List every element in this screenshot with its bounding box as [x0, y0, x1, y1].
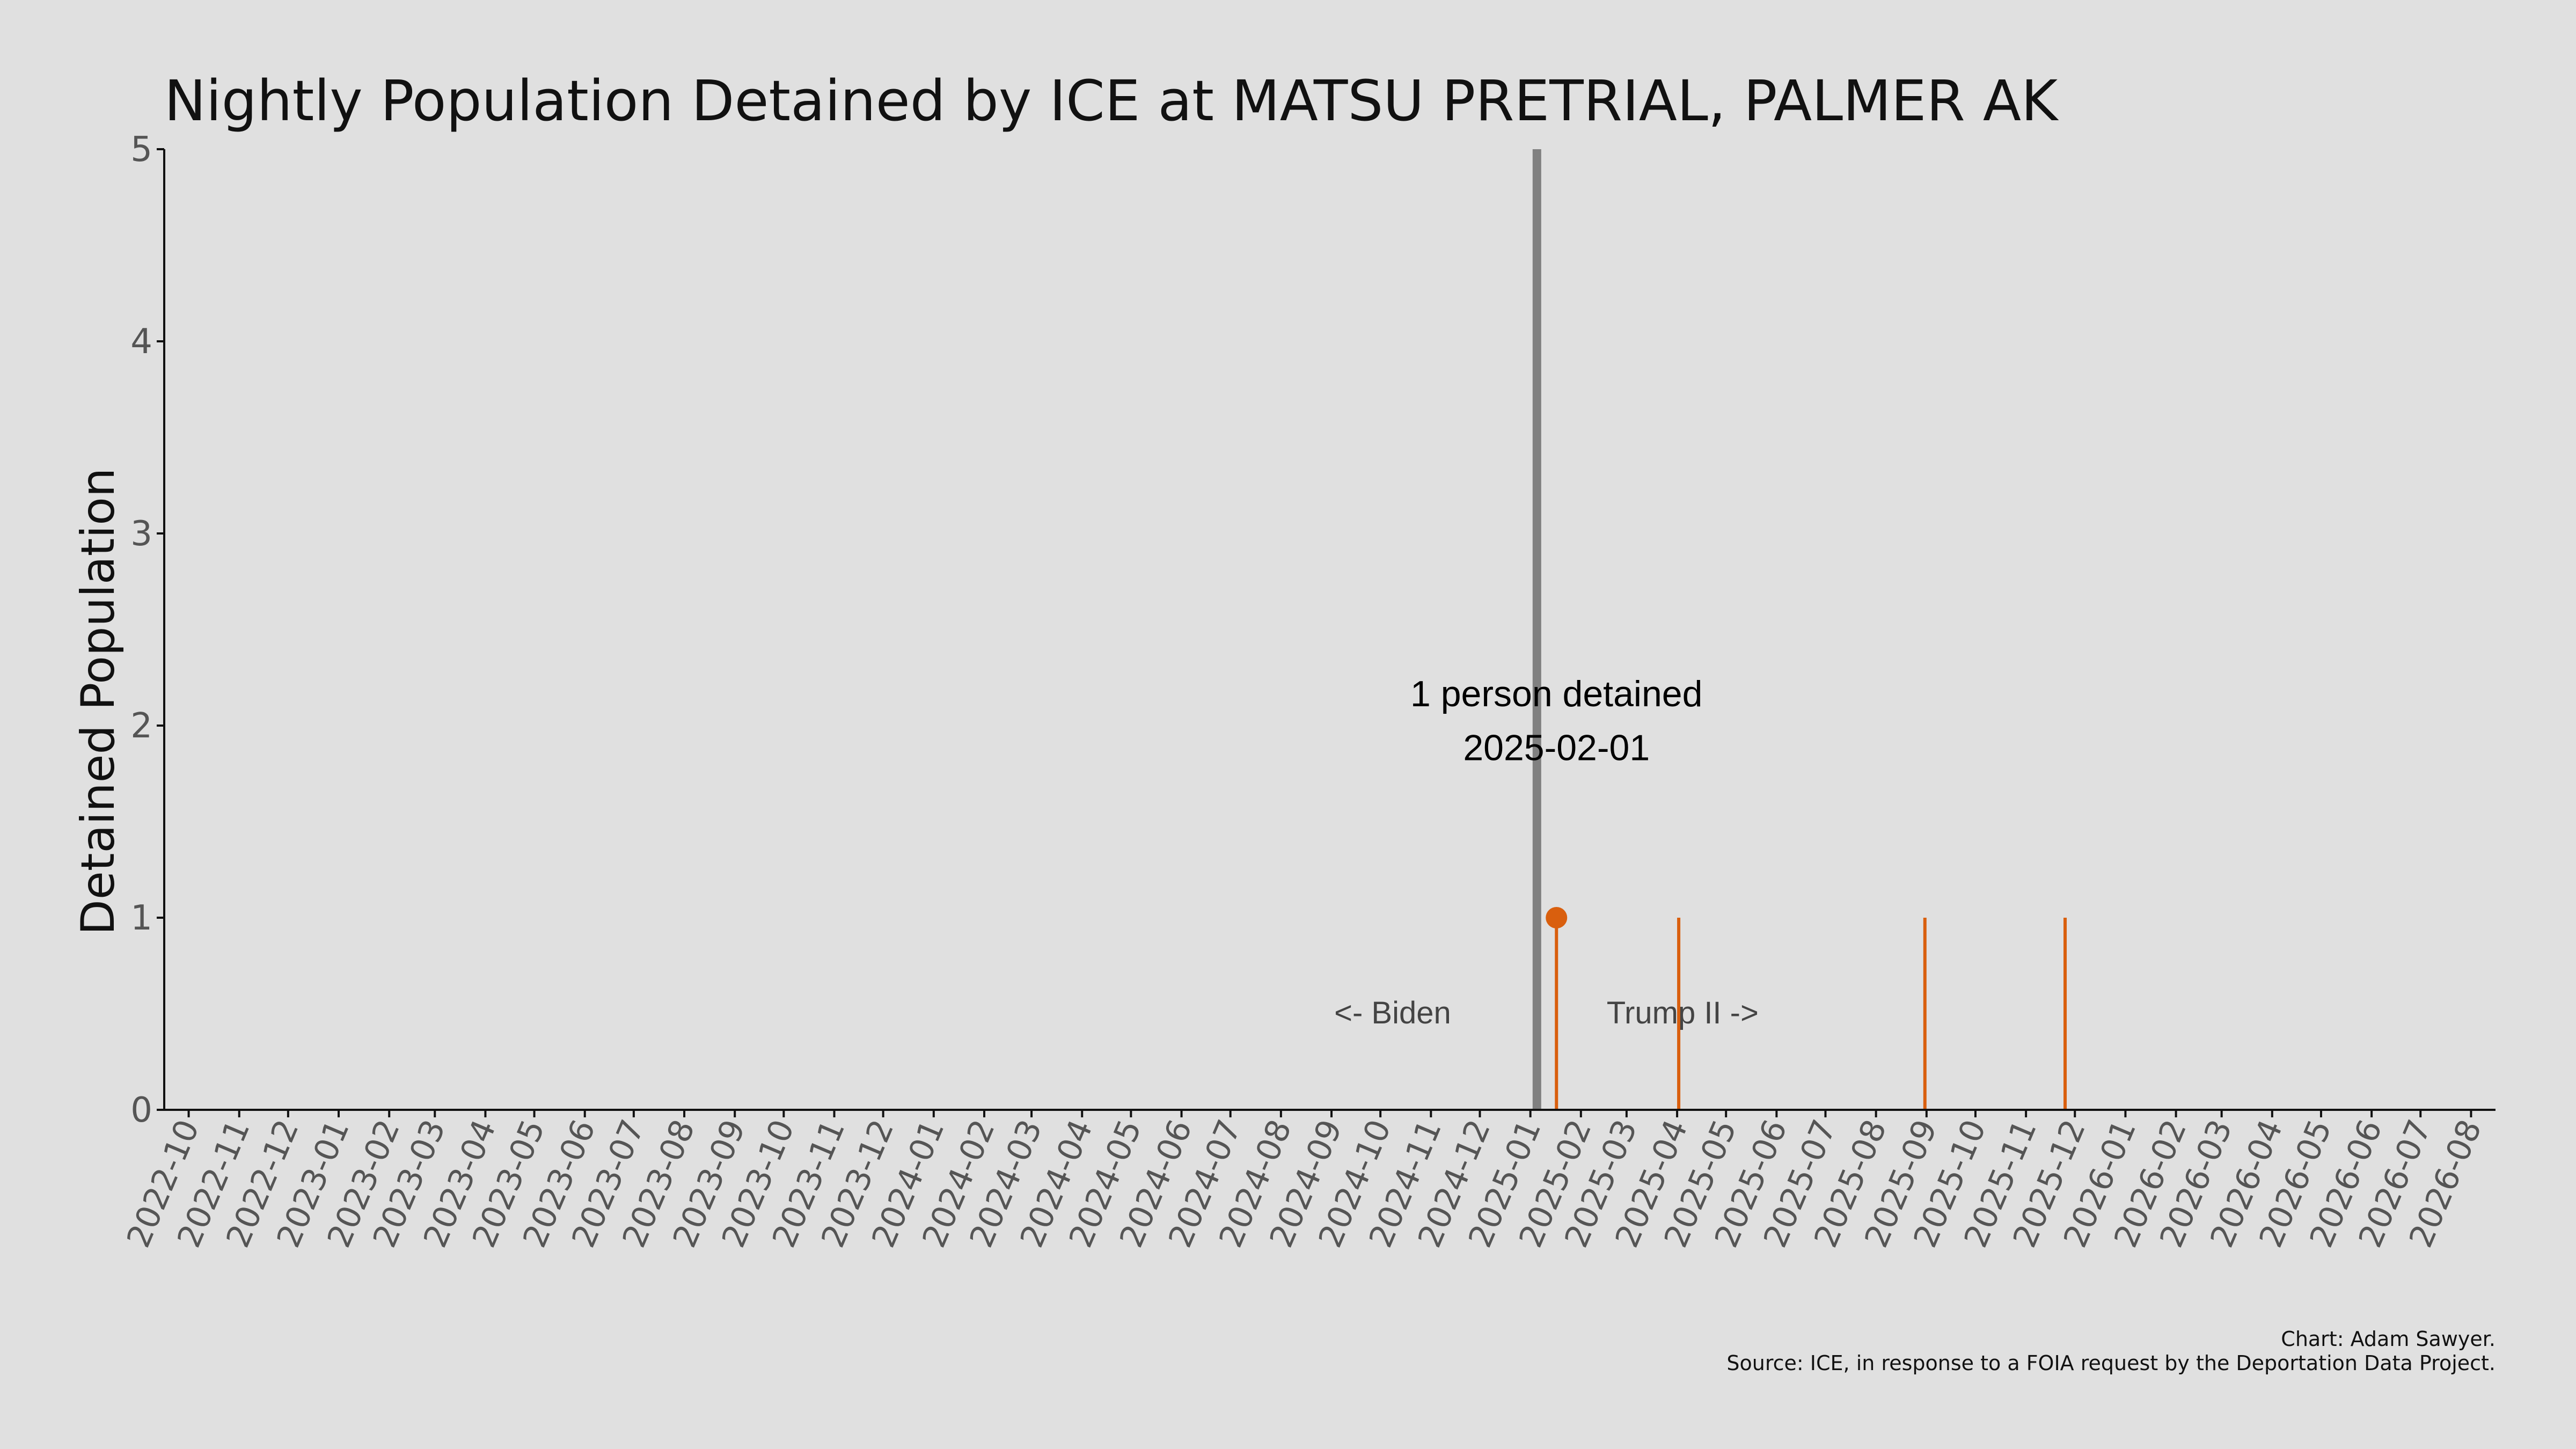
highlight-label-date: 2025-02-01 [1463, 727, 1650, 768]
axes-layer: 0123452022-102022-112022-122023-012023-0… [120, 130, 2496, 1253]
y-tick-label: 0 [130, 1091, 152, 1130]
annotation-layer: 1 person detained 2025-02-01 <- Biden Tr… [1334, 674, 1759, 1030]
highlight-label-count: 1 person detained [1410, 674, 1702, 714]
chart-title: Nightly Population Detained by ICE at MA… [164, 68, 2059, 134]
biden-era-label: <- Biden [1334, 996, 1451, 1030]
y-tick-label: 2 [130, 706, 152, 746]
y-tick-label: 4 [130, 322, 152, 362]
y-tick-label: 1 [130, 898, 152, 938]
y-axis-label: Detained Population [71, 468, 125, 935]
chart-credit: Chart: Adam Sawyer. [2281, 1327, 2496, 1351]
highlight-point [1546, 907, 1568, 928]
trump-era-label: Trump II -> [1607, 996, 1759, 1030]
y-tick-label: 5 [130, 130, 152, 170]
chart-source: Source: ICE, in response to a FOIA reque… [1726, 1351, 2496, 1375]
y-tick-label: 3 [130, 514, 152, 554]
series-layer [1546, 907, 2067, 1110]
